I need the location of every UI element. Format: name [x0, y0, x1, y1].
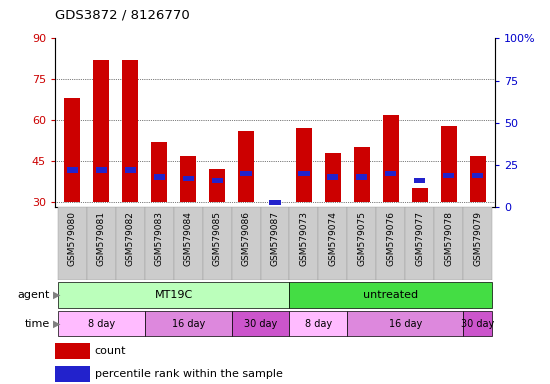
- Text: GSM579073: GSM579073: [299, 211, 309, 266]
- Bar: [383, 115, 399, 202]
- Bar: [58, 282, 289, 308]
- Bar: [376, 207, 405, 280]
- Bar: [348, 207, 376, 280]
- Bar: [64, 98, 80, 202]
- Bar: [94, 60, 109, 202]
- Bar: [463, 311, 492, 336]
- Text: 16 day: 16 day: [389, 318, 422, 329]
- Text: GSM579083: GSM579083: [155, 211, 164, 266]
- Bar: [58, 207, 87, 280]
- Text: GSM579079: GSM579079: [473, 211, 482, 266]
- Text: GSM579084: GSM579084: [184, 211, 192, 266]
- Bar: [232, 311, 289, 336]
- Bar: [202, 207, 232, 280]
- Bar: [58, 311, 145, 336]
- Text: GSM579077: GSM579077: [415, 211, 424, 266]
- Text: GSM579078: GSM579078: [444, 211, 453, 266]
- Bar: [116, 207, 145, 280]
- Text: GSM579081: GSM579081: [97, 211, 106, 266]
- Bar: [434, 207, 463, 280]
- Text: GSM579087: GSM579087: [271, 211, 279, 266]
- Bar: [238, 131, 254, 202]
- Bar: [232, 207, 261, 280]
- Bar: [325, 153, 341, 202]
- Bar: [183, 176, 194, 181]
- Text: GSM579082: GSM579082: [126, 211, 135, 266]
- Bar: [153, 174, 165, 180]
- Bar: [327, 174, 338, 180]
- Text: GSM579080: GSM579080: [68, 211, 77, 266]
- Text: GSM579075: GSM579075: [358, 211, 366, 266]
- Bar: [296, 128, 312, 202]
- Bar: [125, 167, 136, 173]
- Text: 16 day: 16 day: [172, 318, 205, 329]
- Text: ▶: ▶: [53, 318, 61, 329]
- Bar: [270, 200, 280, 205]
- Bar: [145, 207, 174, 280]
- Bar: [318, 207, 348, 280]
- Bar: [348, 311, 463, 336]
- Bar: [67, 167, 78, 173]
- Text: GSM579076: GSM579076: [386, 211, 395, 266]
- Bar: [122, 60, 138, 202]
- Text: MT19C: MT19C: [155, 290, 193, 300]
- Bar: [289, 207, 318, 280]
- Text: count: count: [95, 346, 126, 356]
- Text: time: time: [24, 318, 50, 329]
- Bar: [298, 171, 310, 176]
- Bar: [174, 207, 202, 280]
- Bar: [405, 207, 434, 280]
- Bar: [463, 207, 492, 280]
- Bar: [145, 311, 232, 336]
- Bar: [412, 188, 428, 202]
- Bar: [443, 172, 454, 178]
- Text: 30 day: 30 day: [461, 318, 494, 329]
- Bar: [385, 171, 397, 176]
- Bar: [212, 178, 223, 183]
- Text: 30 day: 30 day: [244, 318, 277, 329]
- Bar: [55, 343, 90, 359]
- Text: untreated: untreated: [363, 290, 419, 300]
- Text: agent: agent: [17, 290, 50, 300]
- Bar: [472, 172, 483, 178]
- Text: ▶: ▶: [53, 290, 61, 300]
- Text: GDS3872 / 8126770: GDS3872 / 8126770: [55, 8, 190, 21]
- Text: 8 day: 8 day: [88, 318, 115, 329]
- Bar: [354, 147, 370, 202]
- Bar: [180, 156, 196, 202]
- Text: percentile rank within the sample: percentile rank within the sample: [95, 369, 283, 379]
- Bar: [240, 171, 252, 176]
- Bar: [87, 207, 116, 280]
- Bar: [289, 282, 492, 308]
- Bar: [356, 174, 367, 180]
- Text: GSM579085: GSM579085: [213, 211, 222, 266]
- Bar: [441, 126, 456, 202]
- Bar: [470, 156, 486, 202]
- Bar: [151, 142, 167, 202]
- Bar: [261, 207, 289, 280]
- Bar: [289, 311, 348, 336]
- Bar: [209, 169, 225, 202]
- Text: GSM579074: GSM579074: [328, 211, 337, 266]
- Bar: [414, 178, 425, 183]
- Text: GSM579086: GSM579086: [241, 211, 251, 266]
- Bar: [96, 167, 107, 173]
- Text: 8 day: 8 day: [305, 318, 332, 329]
- Bar: [55, 366, 90, 382]
